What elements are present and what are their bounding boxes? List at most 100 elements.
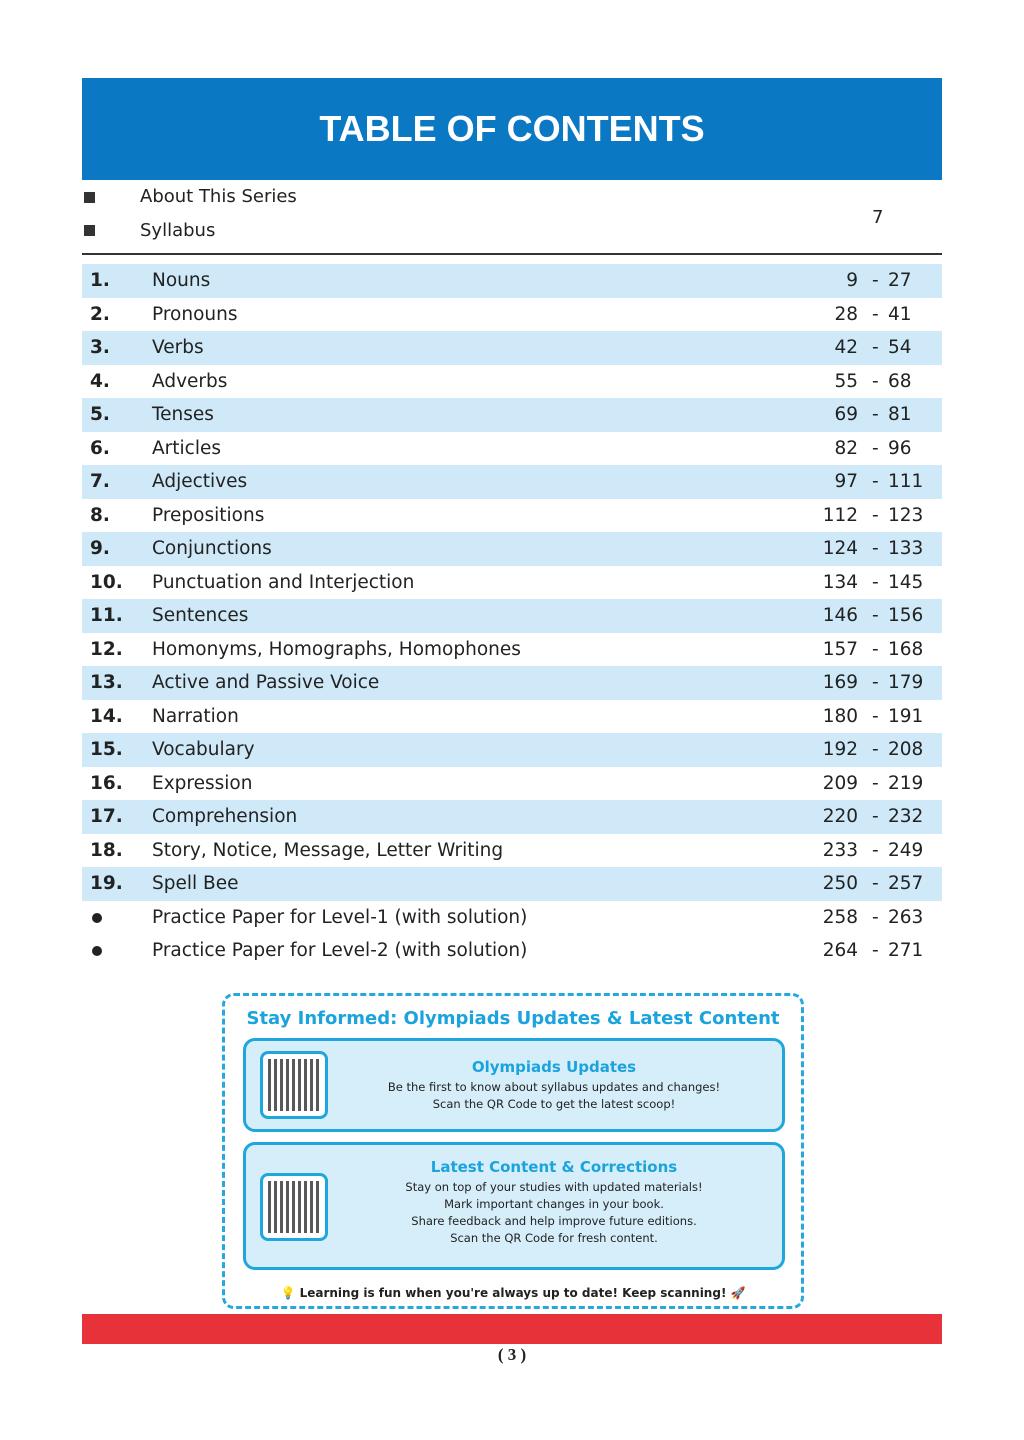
chapter-number: 12. [90, 638, 123, 660]
square-bullet-icon [84, 192, 95, 203]
bullet-icon [92, 946, 102, 956]
bullet-icon [92, 912, 102, 923]
page-end: 27 [888, 270, 912, 291]
chapter-number: 1. [90, 270, 110, 291]
card-line: Stay on top of your studies with updated… [405, 1180, 703, 1194]
chapter-row: 14. Narration 180-191 [82, 700, 942, 734]
chapter-number: 2. [90, 303, 110, 325]
chapter-row: 5. Tenses 69-81 [82, 398, 942, 432]
page-end: 179 [888, 672, 924, 693]
chapter-row: 16. Expression 209-219 [82, 767, 942, 801]
chapter-title: Pronouns [152, 303, 238, 325]
page-start: 157 [822, 638, 858, 660]
page-start: 82 [834, 437, 858, 459]
page-dash: - [872, 906, 879, 928]
chapter-number: 4. [90, 370, 110, 392]
page-start: 97 [834, 471, 858, 492]
page-dash: - [872, 839, 879, 861]
chapter-title: Prepositions [152, 504, 265, 526]
page-start: 112 [822, 504, 858, 526]
card-line: Share feedback and help improve future e… [411, 1214, 697, 1228]
page-end: 81 [888, 404, 912, 425]
page-start: 192 [822, 739, 858, 760]
chapter-row: 12. Homonyms, Homographs, Homophones 157-1… [82, 633, 942, 667]
chapter-row: 2. Pronouns 28-41 [82, 298, 942, 332]
chapter-row: 4. Adverbs 55-68 [82, 365, 942, 399]
chapter-row: 10. Punctuation and Interjection 134-145 [82, 566, 942, 600]
page-dash: - [872, 404, 879, 425]
chapter-title: Narration [152, 705, 239, 727]
chapter-title: Homonyms, Homographs, Homophones [152, 638, 521, 660]
page-end: 191 [888, 705, 924, 727]
chapter-row: 17. Comprehension 220-232 [82, 800, 942, 834]
page-dash: - [872, 504, 879, 526]
page-start: 233 [822, 839, 858, 861]
page-end: 111 [888, 471, 924, 492]
page-end: 96 [888, 437, 912, 459]
chapter-number: 9. [90, 538, 110, 559]
page-end: 133 [888, 538, 924, 559]
qr-code[interactable] [260, 1173, 328, 1241]
chapter-title: Comprehension [152, 806, 298, 827]
divider [82, 253, 942, 255]
chapter-title: Punctuation and Interjection [152, 571, 415, 593]
page-start: 42 [834, 337, 858, 358]
preface-page: 7 [872, 207, 884, 228]
page-start: 124 [822, 538, 858, 559]
page-dash: - [872, 940, 879, 961]
chapter-number: 3. [90, 337, 110, 358]
page-dash: - [872, 437, 879, 459]
chapter-row: 13. Active and Passive Voice 169-179 [82, 666, 942, 700]
page-end: 232 [888, 806, 924, 827]
page-end: 263 [888, 906, 924, 928]
page-start: 55 [834, 370, 858, 392]
chapter-title: Adverbs [152, 370, 228, 392]
page-start: 220 [822, 806, 858, 827]
info-box: Stay Informed: Olympiads Updates & Lates… [222, 993, 804, 1309]
page-end: 219 [888, 772, 924, 794]
chapter-row: 15. Vocabulary 192-208 [82, 733, 942, 767]
card-line: Mark important changes in your book. [444, 1197, 664, 1211]
page-end: 54 [888, 337, 912, 358]
chapter-title: Adjectives [152, 471, 248, 492]
rocket-icon: 🚀 [730, 1286, 746, 1300]
updates-card: Olympiads Updates Be the first to know a… [243, 1038, 785, 1132]
page-title: TABLE OF CONTENTS [319, 108, 705, 149]
page-dash: - [872, 806, 879, 827]
page-start: 250 [822, 873, 858, 894]
chapter-row: 6. Articles 82-96 [82, 432, 942, 466]
chapter-row: 3. Verbs 42-54 [82, 331, 942, 365]
chapter-row: 7. Adjectives 97-111 [82, 465, 942, 499]
page-start: 264 [822, 940, 858, 961]
qr-code[interactable] [260, 1051, 328, 1119]
page-dash: - [872, 739, 879, 760]
info-title: Stay Informed: Olympiads Updates & Lates… [246, 1008, 780, 1029]
page-start: 209 [822, 772, 858, 794]
chapter-row: Practice Paper for Level-2 (with solutio… [82, 934, 942, 968]
chapter-number: 13. [90, 672, 123, 693]
chapter-title: Conjunctions [152, 538, 272, 559]
page-dash: - [872, 705, 879, 727]
page-dash: - [872, 471, 879, 492]
page-start: 69 [834, 404, 858, 425]
page-dash: - [872, 605, 879, 626]
chapter-title: Practice Paper for Level-1 (with solutio… [152, 906, 528, 928]
lightbulb-icon: 💡 [280, 1286, 296, 1300]
corrections-card: Latest Content & Corrections Stay on top… [243, 1142, 785, 1270]
chapter-title: Sentences [152, 605, 249, 626]
page-start: 9 [846, 270, 858, 291]
page-start: 28 [834, 303, 858, 325]
page-end: 208 [888, 739, 924, 760]
chapter-row: 11. Sentences 146-156 [82, 599, 942, 633]
chapter-row: Practice Paper for Level-1 (with solutio… [82, 901, 942, 935]
chapter-number: 16. [90, 772, 123, 794]
square-bullet-icon [84, 225, 95, 236]
chapter-row: 1. Nouns 9-27 [82, 264, 942, 298]
card-line: Scan the QR Code to get the latest scoop… [432, 1097, 676, 1111]
page-dash: - [872, 303, 879, 325]
chapter-row: 19. Spell Bee 250-257 [82, 867, 942, 901]
page-end: 68 [888, 370, 912, 392]
chapter-title: Story, Notice, Message, Letter Writing [152, 839, 504, 861]
page-start: 169 [822, 672, 858, 693]
card-line: Be the first to know about syllabus upda… [387, 1080, 721, 1094]
